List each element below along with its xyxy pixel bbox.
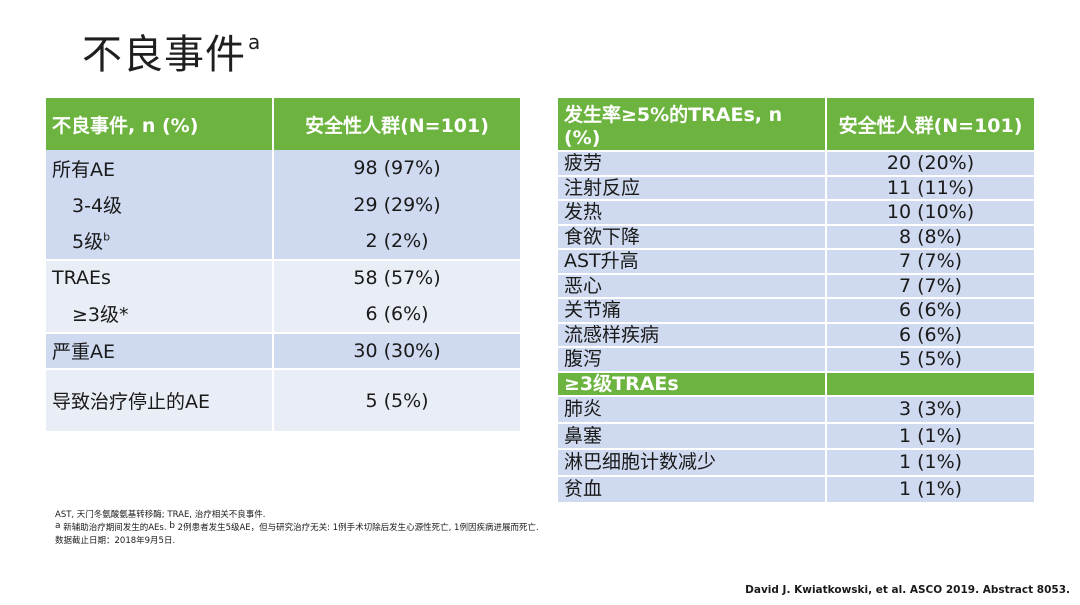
footnote-data-cutoff: 数据截止日期：2018年9月5日.	[55, 536, 176, 546]
row-label: 恶心	[558, 272, 827, 298]
subheader-label: ≥3级TRAEs	[558, 370, 827, 396]
row-value: 1 (1%)	[826, 474, 1034, 502]
row-value: 2 (2%)	[273, 223, 520, 260]
citation: David J. Kwiatkowski, et al. ASCO 2019. …	[745, 584, 1070, 596]
row-value: 20 (20%)	[826, 150, 1034, 176]
row-label: TRAEs	[46, 258, 274, 296]
row-label: 所有AE	[46, 150, 274, 187]
row-label: 鼻塞	[558, 421, 827, 449]
row-label: 腹泻	[558, 346, 827, 372]
table-row: 恶心 7 (7%)	[558, 272, 1034, 298]
row-value: 6 (6%)	[273, 296, 520, 333]
table-row: 所有AE 98 (97%)	[46, 150, 520, 187]
table-row: ≥3级* 6 (6%)	[46, 296, 520, 333]
right-header-category: 发生率≥5%的TRAEs, n (%)	[558, 98, 827, 151]
left-header-category: 不良事件, n (%)	[46, 98, 274, 150]
table-row: 导致治疗停止的AE 5 (5%)	[46, 368, 520, 431]
left-header-population: 安全性人群(N=101)	[273, 98, 520, 150]
subheader-empty-cell	[826, 370, 1034, 396]
table-row: 关节痛 6 (6%)	[558, 297, 1034, 323]
table-row: 5级b 2 (2%)	[46, 223, 520, 260]
footnote-marker: b	[103, 230, 111, 244]
page-title: 不良事件 a	[82, 22, 261, 80]
row-value: 98 (97%)	[273, 150, 520, 187]
table-row: 鼻塞 1 (1%)	[558, 421, 1034, 449]
table-row: 3-4级 29 (29%)	[46, 186, 520, 223]
row-label: 发热	[558, 199, 827, 225]
footnotes: AST, 天门冬氨酸氨基转移酶; TRAE, 治疗相关不良事件. a 新辅助治疗…	[55, 509, 539, 548]
row-label-cell: 5级b	[46, 223, 274, 260]
right-header-population: 安全性人群(N=101)	[826, 98, 1034, 151]
row-label: 5级	[72, 231, 104, 254]
table-row: 淋巴细胞计数减少 1 (1%)	[558, 448, 1034, 476]
traes-table: 发生率≥5%的TRAEs, n (%) 安全性人群(N=101) 疲劳 20 (2…	[558, 98, 1034, 502]
table-row: 发热 10 (10%)	[558, 199, 1034, 225]
table-row: AST升高 7 (7%)	[558, 248, 1034, 274]
row-label: 注射反应	[558, 174, 827, 200]
footnote-marker-b: b	[169, 521, 175, 531]
row-label: AST升高	[558, 248, 827, 274]
row-label: 淋巴细胞计数减少	[558, 448, 827, 476]
table-row: 腹泻 5 (5%)	[558, 346, 1034, 372]
row-label: ≥3级*	[46, 296, 274, 333]
table-row: 食欲下降 8 (8%)	[558, 223, 1034, 249]
footnote-abbreviations: AST, 天门冬氨酸氨基转移酶; TRAE, 治疗相关不良事件.	[55, 510, 266, 520]
row-value: 6 (6%)	[826, 321, 1034, 347]
table-row: 流感样疾病 6 (6%)	[558, 321, 1034, 347]
row-value: 30 (30%)	[273, 331, 520, 369]
table-row: TRAEs 58 (57%)	[46, 258, 520, 296]
row-label: 肺炎	[558, 395, 827, 423]
table-row: 疲劳 20 (20%)	[558, 150, 1034, 176]
row-value: 1 (1%)	[826, 448, 1034, 476]
row-value: 5 (5%)	[273, 368, 520, 431]
row-value: 1 (1%)	[826, 421, 1034, 449]
row-label: 贫血	[558, 474, 827, 502]
footnote-b-text: 2例患者发生5级AE，但与研究治疗无关: 1例手术切除后发生心源性死亡, 1例因…	[174, 523, 539, 533]
table-row: 严重AE 30 (30%)	[46, 331, 520, 369]
row-value: 5 (5%)	[826, 346, 1034, 372]
title-superscript: a	[248, 30, 262, 54]
footnote-marker-a: a	[55, 521, 61, 531]
row-label: 疲劳	[558, 150, 827, 176]
row-value: 29 (29%)	[273, 186, 520, 223]
row-value: 7 (7%)	[826, 272, 1034, 298]
row-label: 3-4级	[46, 186, 274, 223]
footnote-a-text: 新辅助治疗期间发生的AEs.	[60, 523, 170, 533]
row-value: 58 (57%)	[273, 258, 520, 296]
table-subheader-row: ≥3级TRAEs	[558, 370, 1034, 396]
footnote-notes: a 新辅助治疗期间发生的AEs. b 2例患者发生5级AE，但与研究治疗无关: …	[55, 521, 539, 535]
row-value: 6 (6%)	[826, 297, 1034, 323]
row-label: 流感样疾病	[558, 321, 827, 347]
row-value: 3 (3%)	[826, 395, 1034, 423]
row-label: 导致治疗停止的AE	[46, 368, 274, 431]
row-value: 10 (10%)	[826, 199, 1034, 225]
row-value: 7 (7%)	[826, 248, 1034, 274]
overall-adverse-events-table: 不良事件, n (%) 安全性人群(N=101) 所有AE 98 (97%) 3…	[46, 98, 520, 431]
row-value: 11 (11%)	[826, 174, 1034, 200]
row-label: 食欲下降	[558, 223, 827, 249]
table-row: 贫血 1 (1%)	[558, 474, 1034, 502]
table-row: 注射反应 11 (11%)	[558, 174, 1034, 200]
row-label: 严重AE	[46, 331, 274, 369]
row-label: 关节痛	[558, 297, 827, 323]
table-row: 肺炎 3 (3%)	[558, 395, 1034, 423]
row-value: 8 (8%)	[826, 223, 1034, 249]
title-text: 不良事件	[82, 32, 246, 78]
